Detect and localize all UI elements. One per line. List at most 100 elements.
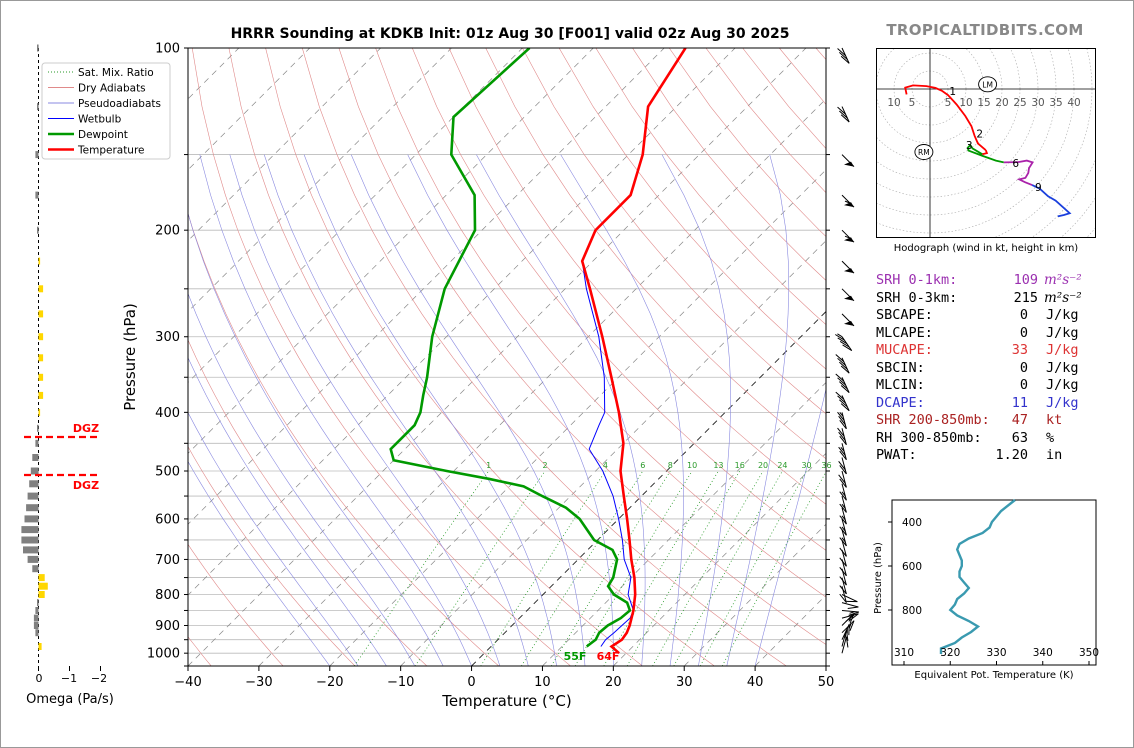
- skewt-ylabel: Pressure (hPa): [121, 303, 139, 411]
- pressure-tick-label: 500: [155, 465, 180, 480]
- wind-barb: [841, 594, 858, 603]
- omega-bar: [38, 333, 44, 341]
- omega-bar: [29, 480, 39, 488]
- omega-bar: [35, 191, 39, 199]
- pressure-tick-label: 700: [155, 553, 180, 568]
- mixing-ratio-label: 20: [758, 461, 768, 470]
- isotherm: [400, 240, 826, 666]
- mixing-ratio-label: 24: [777, 461, 787, 470]
- legend-label: Temperature: [77, 145, 145, 157]
- wind-barb: [839, 568, 847, 586]
- height-label: 3: [966, 140, 973, 152]
- omega-xlabel: Omega (Pa/s): [26, 692, 114, 707]
- param-row: RH 300-850mb: 63%: [876, 430, 1066, 448]
- omega-bar: [33, 614, 39, 622]
- hodograph-height-labels: 1 23 6 9 LM RM: [914, 76, 1042, 194]
- dry-adiabat: [302, 48, 787, 666]
- hodograph-segment: [981, 149, 989, 156]
- dry-adiabat: [265, 48, 715, 666]
- mixing-ratio-label: 1: [486, 461, 491, 470]
- pseudoadiabat: [263, 154, 529, 666]
- param-value: 215: [1013, 289, 1038, 306]
- wind-barb: [839, 586, 847, 603]
- param-label: RH 300-850mb:: [876, 429, 982, 446]
- temperature-tick-label: 30: [676, 675, 693, 690]
- mixing-ratio-line: [721, 471, 826, 666]
- dry-adiabat: [188, 446, 356, 666]
- param-label: SRH 0-1km:: [876, 272, 958, 288]
- param-row: SRH 0-3km: 215 m²s⁻²: [876, 289, 1082, 308]
- wind-barb: [838, 470, 847, 488]
- param-value: 1.20: [995, 447, 1028, 463]
- isotherm: [613, 452, 826, 666]
- omega-tick-label: −1: [61, 672, 77, 685]
- height-label: 2: [976, 128, 983, 140]
- omega-bar: [37, 103, 39, 111]
- dewpoint-trace: [389, 48, 632, 648]
- param-row: MLCIN: 0 J/kg: [876, 377, 1079, 395]
- param-value: 11: [1011, 394, 1028, 411]
- isotherm: [188, 48, 594, 454]
- mixing-ratio-label: 2: [542, 461, 547, 470]
- param-label: PWAT:: [876, 447, 917, 463]
- mixing-ratio-label: 10: [687, 461, 697, 470]
- dry-adiabat: [595, 48, 826, 326]
- isotherm: [188, 48, 381, 242]
- wind-barb: [841, 154, 855, 167]
- isotherm: [258, 98, 826, 666]
- omega-bar: [35, 607, 39, 614]
- omega-bar: [38, 582, 48, 590]
- ring-label: 15: [977, 97, 990, 109]
- ring-label: 25: [1013, 97, 1026, 109]
- param-unit: J/kg: [1046, 342, 1079, 358]
- theta-e-ylabel: Pressure (hPa): [873, 542, 884, 614]
- temperature-tick-label: 40: [747, 675, 764, 690]
- theta-e-ytick-label: 800: [902, 605, 922, 617]
- param-unit: J/kg: [1046, 324, 1079, 341]
- omega-tick-label: −2: [91, 672, 107, 685]
- omega-bar: [23, 546, 39, 554]
- legend-label: Sat. Mix. Ratio: [78, 67, 154, 79]
- ring-label: 20: [995, 97, 1008, 109]
- param-label: MUCAPE:: [876, 342, 933, 358]
- wind-barb: [839, 529, 847, 547]
- wind-barb: [839, 495, 847, 513]
- omega-panel: DGZ DGZ 0 −1 −2 Omega (Pa/s): [21, 44, 114, 707]
- storm-motion-marker: [978, 76, 998, 93]
- omega-bar: [38, 643, 42, 650]
- hodograph-panel: 10 5 5 10 15 20 25 30 35 40 1 23 6 9 LM RM Ho…: [876, 48, 1096, 254]
- dry-adiabat: [522, 48, 826, 415]
- temperature-tick-label: −40: [174, 675, 201, 690]
- theta-e-xtick-label: 320: [940, 647, 960, 659]
- theta-e-frame: [891, 499, 1097, 666]
- temperature-tick-label: −10: [387, 675, 414, 690]
- pressure-tick-label: 100: [155, 42, 180, 57]
- mixing-ratio-line: [699, 470, 807, 666]
- param-unit: J/kg: [1046, 359, 1079, 376]
- mixing-ratio-line: [480, 470, 606, 666]
- param-row: DCAPE: 11 J/kg: [876, 394, 1079, 413]
- wind-barb: [837, 47, 850, 64]
- omega-bars: [21, 44, 48, 650]
- dry-adiabat: [448, 48, 826, 505]
- param-label: DCAPE:: [876, 394, 925, 411]
- isotherm: [329, 169, 826, 666]
- omega-bar: [37, 424, 39, 432]
- omega-tick-label: 0: [36, 672, 43, 685]
- wind-barb: [837, 427, 847, 446]
- legend-label: Wetbulb: [78, 114, 122, 126]
- dry-adiabat: [338, 48, 826, 645]
- mixing-ratio-labels: 1 2 4 6 8 10 13 16 20 24 30 36: [486, 461, 831, 470]
- omega-bar: [27, 492, 39, 500]
- omega-bar: [35, 629, 39, 637]
- ring-label: 10: [887, 97, 900, 109]
- temperature-tick-label: 50: [818, 675, 835, 690]
- theta-e-axes: 400 600 800 310 320 330 340 350: [888, 517, 1099, 665]
- temperature-tick-label: 20: [605, 675, 622, 690]
- temperature-tick-label: −20: [316, 675, 343, 690]
- isotherm: [188, 48, 807, 666]
- wind-barb: [839, 483, 847, 501]
- theta-e-trace: [939, 499, 1016, 654]
- param-row: SBCIN: 0 J/kg: [876, 360, 1079, 378]
